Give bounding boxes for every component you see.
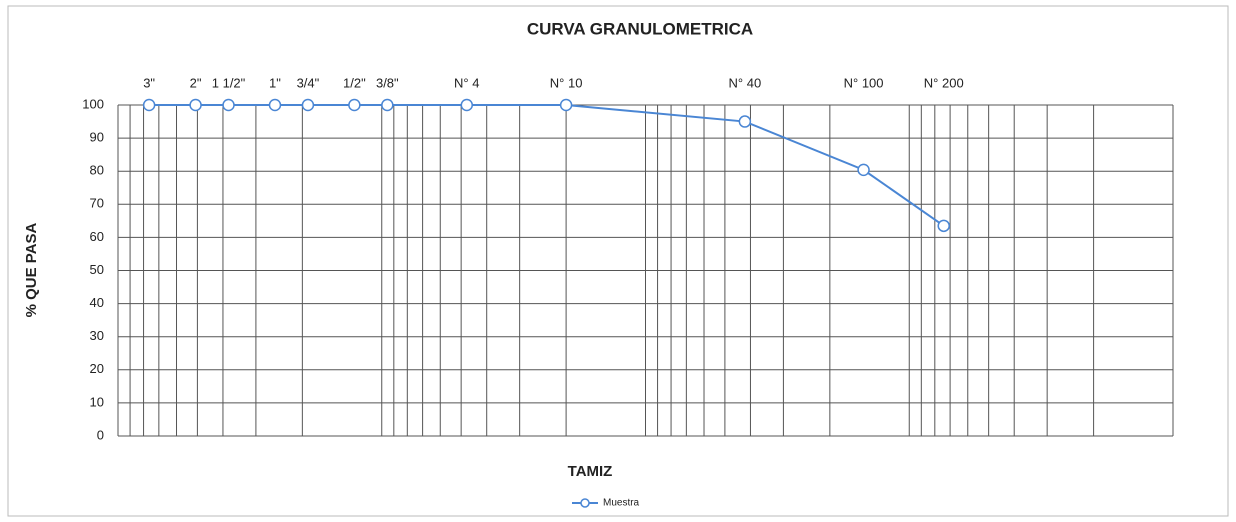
data-point (142, 98, 156, 112)
data-point (738, 115, 752, 128)
x-axis-title: TAMIZ (568, 463, 613, 480)
data-point (460, 98, 474, 112)
x-tick-label: N° 10 (550, 75, 583, 90)
y-tick-label: 60 (90, 229, 104, 244)
data-point (857, 163, 870, 177)
x-tick-label: 2" (190, 75, 202, 90)
data-point (301, 98, 315, 112)
y-tick-label: 70 (90, 196, 104, 211)
y-axis-title: % QUE PASA (23, 222, 40, 317)
y-tick-label: 10 (90, 394, 104, 409)
y-tick-label: 90 (90, 130, 104, 145)
y-tick-label: 100 (82, 96, 104, 111)
data-point (559, 98, 573, 112)
data-point (268, 98, 282, 112)
data-point (381, 98, 394, 112)
y-tick-label: 0 (97, 427, 104, 442)
x-tick-label: N° 200 (924, 75, 964, 90)
data-point (348, 98, 361, 112)
x-tick-label: 1 1/2" (212, 75, 246, 90)
y-tick-label: 50 (90, 262, 104, 277)
x-tick-label: N° 40 (729, 75, 762, 90)
y-tick-label: 30 (90, 328, 104, 343)
x-tick-label: 3/8" (376, 75, 399, 90)
x-tick-label: 1" (269, 75, 281, 90)
x-tick-label: 3" (143, 75, 155, 90)
y-tick-label: 40 (90, 295, 104, 310)
data-point (189, 98, 202, 112)
chart-title: CURVA GRANULOMETRICA (527, 19, 753, 38)
data-point (937, 219, 950, 233)
x-tick-label: 1/2" (343, 75, 366, 90)
x-tick-label: 3/4" (297, 75, 320, 90)
y-tick-label: 80 (90, 163, 104, 178)
legend-marker (580, 498, 590, 508)
x-tick-label: N° 100 (844, 75, 884, 90)
legend-label: Muestra (603, 498, 640, 509)
series-line (149, 104, 945, 227)
x-tick-label: N° 4 (454, 75, 479, 90)
data-point (222, 98, 235, 112)
frame (7, 5, 1229, 517)
y-tick-label: 20 (90, 361, 104, 376)
